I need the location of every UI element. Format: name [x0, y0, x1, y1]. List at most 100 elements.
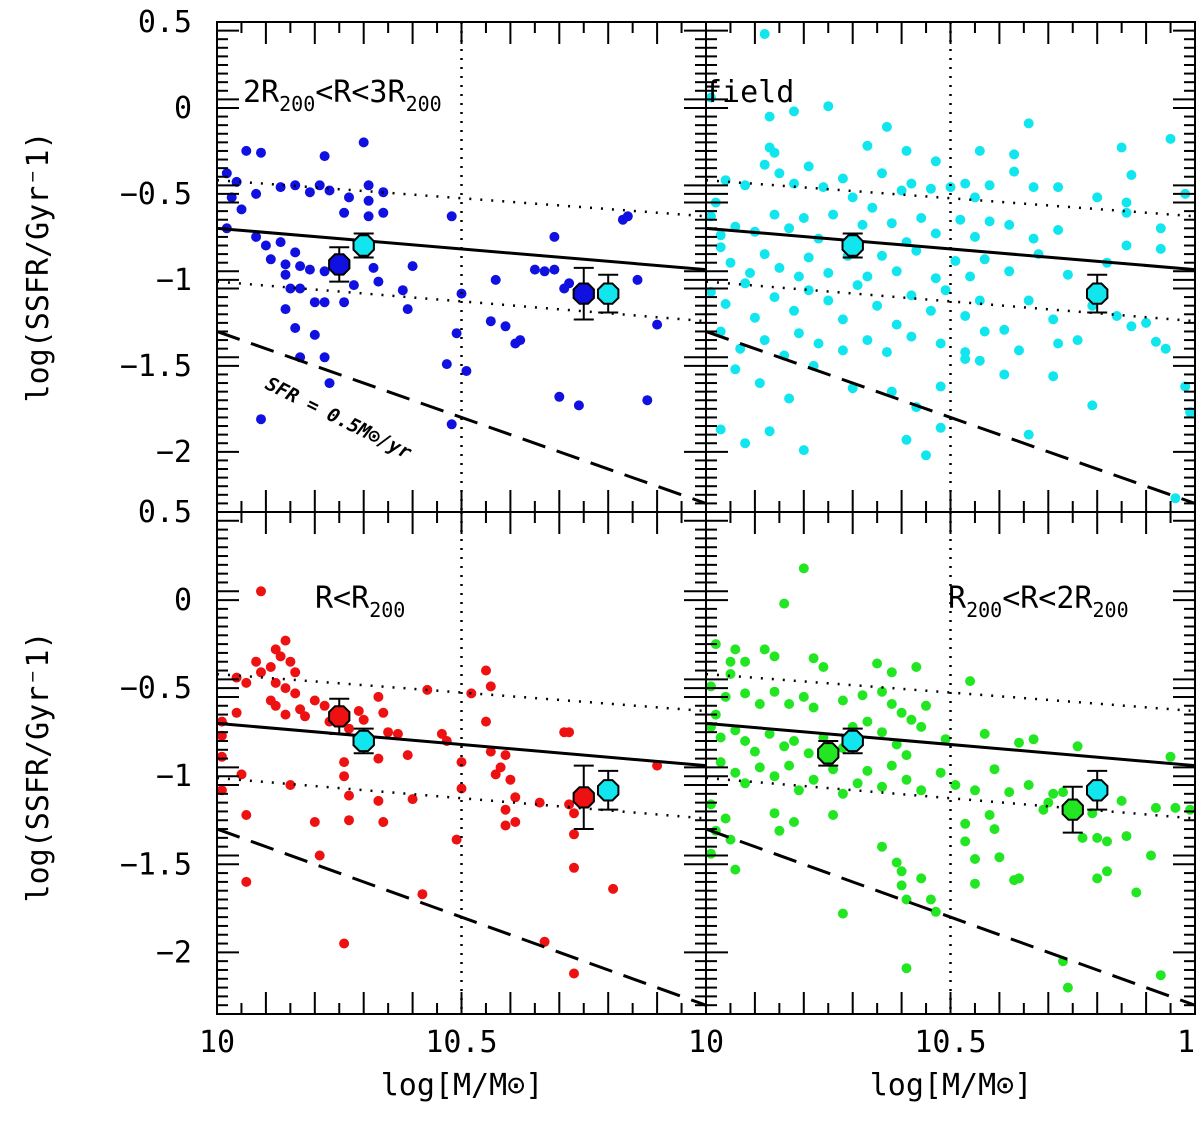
scatter-point: [569, 968, 579, 979]
scatter-point: [319, 297, 330, 308]
scatter-point: [896, 866, 907, 877]
scatter-point: [485, 681, 496, 692]
scatter-point: [1170, 802, 1181, 813]
scatter-point: [1121, 240, 1132, 251]
scatter-point: [539, 266, 550, 277]
scatter-point: [901, 750, 912, 761]
scatter-point: [715, 230, 726, 241]
scatter-point: [970, 878, 980, 889]
scatter-point: [730, 725, 741, 736]
scatter-point: [881, 347, 892, 358]
scatter-point: [500, 750, 511, 761]
scatter-point: [275, 182, 286, 193]
scatter-point: [1014, 345, 1024, 356]
scatter-point: [749, 746, 760, 757]
dotted-lower-line: [217, 776, 706, 820]
scatter-point: [505, 774, 516, 785]
scatter-point: [446, 419, 457, 430]
scatter-point: [960, 347, 971, 358]
scatter-point: [539, 936, 550, 947]
scatter-point: [495, 762, 506, 773]
scatter-point: [1150, 336, 1161, 347]
scatter-point: [608, 883, 619, 894]
scatter-point: [290, 323, 301, 333]
scatter-point: [828, 764, 839, 775]
scatter-point: [984, 810, 995, 820]
scatter-point: [789, 736, 799, 746]
sfr-limit-annotation: SFR = 0.5M⊙/yr: [262, 373, 416, 464]
tick-labels: 0.50−0.5−1−1.5−20.50−0.5−1−1.5−210 10.5 11…: [120, 5, 1195, 1060]
scatter-point: [793, 328, 804, 339]
scatter-point: [319, 266, 330, 277]
scatter-point: [925, 183, 936, 194]
scatter-point: [1092, 832, 1103, 843]
scatter-point: [1028, 233, 1039, 244]
dotted-lower-line: [706, 776, 1195, 820]
scatter-point: [314, 180, 325, 191]
scatter-point: [769, 292, 780, 303]
dotted-lower-line: [706, 280, 1195, 323]
scatter-point: [280, 683, 291, 694]
scatter-point: [769, 147, 780, 158]
scatter-point: [1048, 314, 1059, 325]
scatter-point: [999, 324, 1010, 335]
scatter-point: [256, 586, 266, 597]
scatter-point: [392, 728, 403, 739]
scatter-point: [818, 662, 829, 672]
scatter-point: [769, 651, 780, 662]
scatter-point: [314, 850, 325, 861]
y-tick-label: −1.5: [120, 349, 192, 384]
scatter-point: [324, 185, 335, 196]
scatter-point: [549, 264, 560, 275]
panel-top-left: 2R200<R<3R200 SFR = 0.5M⊙/yr: [216, 21, 707, 513]
scatter-point: [500, 820, 511, 831]
scatter-point: [304, 187, 315, 198]
scatter-point: [1165, 751, 1176, 762]
scatter-point: [217, 751, 227, 762]
scatter-point: [706, 681, 716, 692]
scatter-point: [622, 211, 633, 222]
dotted-upper-line: [217, 672, 706, 713]
scatter-point: [397, 285, 408, 296]
scatter-point: [901, 774, 912, 785]
dotted-upper-line: [706, 178, 1195, 218]
scatter-point: [353, 706, 364, 716]
scatter-point: [481, 665, 491, 676]
y-tick-label: 0.5: [138, 495, 192, 530]
panel-top-right: field: [704, 21, 1196, 513]
scatter-point: [1116, 142, 1127, 153]
scatter-point: [1155, 970, 1166, 981]
scatter-point: [319, 151, 330, 162]
scatter-point: [1141, 317, 1152, 328]
scatter-point: [706, 848, 716, 859]
scatter-point: [930, 906, 941, 917]
scatter-point: [1043, 797, 1054, 808]
scatter-point: [720, 299, 731, 309]
scatter-point: [886, 760, 897, 771]
scatter-point: [735, 343, 746, 354]
scatter-point: [823, 295, 834, 306]
scatter-point: [285, 283, 296, 294]
panel-bottom-right: R200<R<2R200: [705, 511, 1196, 1015]
scatter-point: [965, 676, 976, 687]
scatter-point: [798, 691, 809, 702]
scatter-point: [970, 785, 980, 796]
scatter-point: [798, 213, 809, 223]
scatter-point: [534, 797, 545, 808]
scatter-point: [217, 730, 227, 741]
scatter-point: [1048, 371, 1059, 382]
scatter-point: [877, 250, 887, 261]
scatter-point: [789, 106, 799, 117]
scatter-point: [275, 237, 286, 248]
scatter-point: [344, 790, 354, 801]
scatter-point: [793, 271, 804, 282]
scatter-point: [304, 264, 315, 275]
scatter-point: [725, 257, 736, 268]
scatter-point: [1185, 804, 1195, 815]
scatter-point: [872, 658, 883, 669]
scatter-point: [265, 662, 276, 672]
mean-marker: [328, 253, 351, 276]
scatter-point: [916, 785, 927, 796]
scatter-point: [837, 345, 848, 356]
scatter-point: [466, 688, 477, 699]
